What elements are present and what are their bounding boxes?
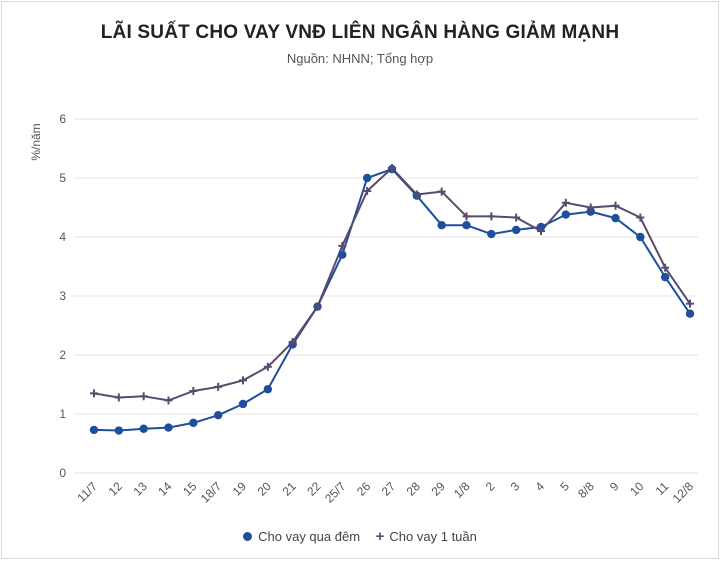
data-point bbox=[660, 272, 670, 282]
data-point bbox=[561, 210, 571, 219]
data-point bbox=[338, 250, 347, 259]
data-point bbox=[636, 232, 645, 242]
x-tick-label: 9 bbox=[607, 479, 622, 494]
data-point bbox=[164, 396, 173, 405]
y-axis-label: %/năm bbox=[29, 123, 43, 160]
data-point bbox=[363, 186, 372, 195]
data-point bbox=[611, 201, 620, 210]
x-tick-label: 21 bbox=[279, 479, 299, 499]
data-point bbox=[586, 207, 595, 216]
legend: Cho vay qua đêm + Cho vay 1 tuần bbox=[2, 529, 718, 544]
x-tick-label: 26 bbox=[354, 479, 374, 499]
series-lines bbox=[93, 167, 691, 432]
legend-label-one-week: Cho vay 1 tuần bbox=[389, 529, 477, 544]
x-tick-label: 8/8 bbox=[575, 479, 597, 501]
data-point bbox=[462, 212, 471, 221]
x-tick-label: 12 bbox=[106, 479, 126, 499]
x-tick-label: 2 bbox=[483, 479, 498, 494]
data-point bbox=[511, 225, 521, 235]
x-tick-label: 20 bbox=[255, 479, 275, 499]
series-markers bbox=[89, 163, 695, 435]
data-point bbox=[437, 221, 446, 230]
data-point bbox=[661, 263, 670, 272]
data-point bbox=[412, 190, 421, 199]
legend-item-one-week: + Cho vay 1 tuần bbox=[376, 529, 477, 544]
y-tick-label: 4 bbox=[59, 230, 66, 244]
data-point bbox=[462, 221, 471, 230]
x-tick-label: 14 bbox=[155, 479, 175, 499]
data-point bbox=[239, 376, 247, 385]
x-tick-label: 29 bbox=[428, 479, 448, 499]
y-tick-label: 5 bbox=[59, 171, 66, 185]
data-point bbox=[437, 187, 446, 196]
x-tick-label: 5 bbox=[557, 479, 572, 494]
x-tick-label: 11/7 bbox=[74, 479, 100, 505]
x-tick-label: 28 bbox=[404, 479, 424, 499]
data-point bbox=[90, 389, 98, 398]
legend-plus-marker-icon: + bbox=[375, 528, 385, 545]
data-point bbox=[586, 203, 595, 212]
data-point bbox=[685, 309, 695, 318]
data-point bbox=[213, 410, 223, 420]
data-point bbox=[487, 229, 496, 239]
chart-subtitle: Nguồn: NHNN; Tổng hợp bbox=[286, 51, 434, 66]
data-point bbox=[189, 418, 198, 428]
data-point bbox=[189, 386, 198, 395]
y-tick-label: 3 bbox=[59, 289, 66, 303]
data-point bbox=[89, 425, 99, 435]
x-tick-label: 12/8 bbox=[670, 479, 697, 506]
legend-label-overnight: Cho vay qua đêm bbox=[258, 529, 361, 544]
data-point bbox=[636, 213, 645, 222]
gridlines bbox=[74, 118, 698, 474]
x-tick-label: 27 bbox=[379, 479, 399, 499]
data-point bbox=[238, 399, 248, 409]
data-point bbox=[114, 393, 123, 402]
chart-title: LÃI SUẤT CHO VAY VNĐ LIÊN NGÂN HÀNG GIẢM… bbox=[100, 22, 620, 43]
data-point bbox=[487, 212, 496, 221]
x-tick-label: 1/8 bbox=[451, 479, 473, 501]
data-point bbox=[536, 222, 546, 232]
data-point bbox=[537, 227, 545, 236]
legend-item-overnight: Cho vay qua đêm bbox=[243, 529, 360, 544]
data-point bbox=[263, 362, 272, 371]
data-point bbox=[388, 163, 396, 172]
data-point bbox=[561, 198, 570, 207]
x-tick-label: 13 bbox=[130, 479, 150, 499]
y-tick-label: 2 bbox=[59, 348, 66, 362]
data-point bbox=[139, 392, 148, 401]
series-line bbox=[93, 168, 691, 432]
data-point bbox=[164, 423, 173, 432]
x-tick-label: 11 bbox=[653, 479, 672, 498]
data-point bbox=[362, 173, 372, 183]
data-point bbox=[114, 426, 124, 435]
data-point bbox=[611, 213, 620, 223]
data-point bbox=[686, 299, 694, 308]
x-tick-label: 19 bbox=[230, 479, 250, 499]
data-point bbox=[338, 241, 347, 250]
y-tick-label: 6 bbox=[59, 112, 66, 126]
x-tick-label: 25/7 bbox=[322, 479, 349, 506]
data-point bbox=[288, 338, 297, 347]
x-tick-label: 18/7 bbox=[198, 479, 225, 506]
data-point bbox=[214, 382, 223, 391]
y-axis-ticks: 0 1 2 3 4 5 6 bbox=[59, 112, 66, 480]
y-tick-label: 0 bbox=[59, 466, 66, 480]
legend-dot-marker-icon bbox=[243, 532, 253, 541]
series-line bbox=[93, 167, 691, 402]
x-tick-label: 10 bbox=[627, 479, 647, 499]
line-chart: 0 1 2 3 4 5 6 11/7 12 13 14 1 5 18/7 19 20 21 2 2 25/7 26 27… bbox=[29, 112, 698, 506]
y-tick-label: 1 bbox=[59, 407, 66, 421]
x-tick-label: 4 bbox=[532, 479, 547, 494]
x-tick-label: 3 bbox=[508, 479, 523, 494]
data-point bbox=[512, 213, 521, 222]
data-point bbox=[139, 424, 148, 433]
data-point bbox=[313, 302, 322, 311]
data-point bbox=[263, 385, 273, 394]
